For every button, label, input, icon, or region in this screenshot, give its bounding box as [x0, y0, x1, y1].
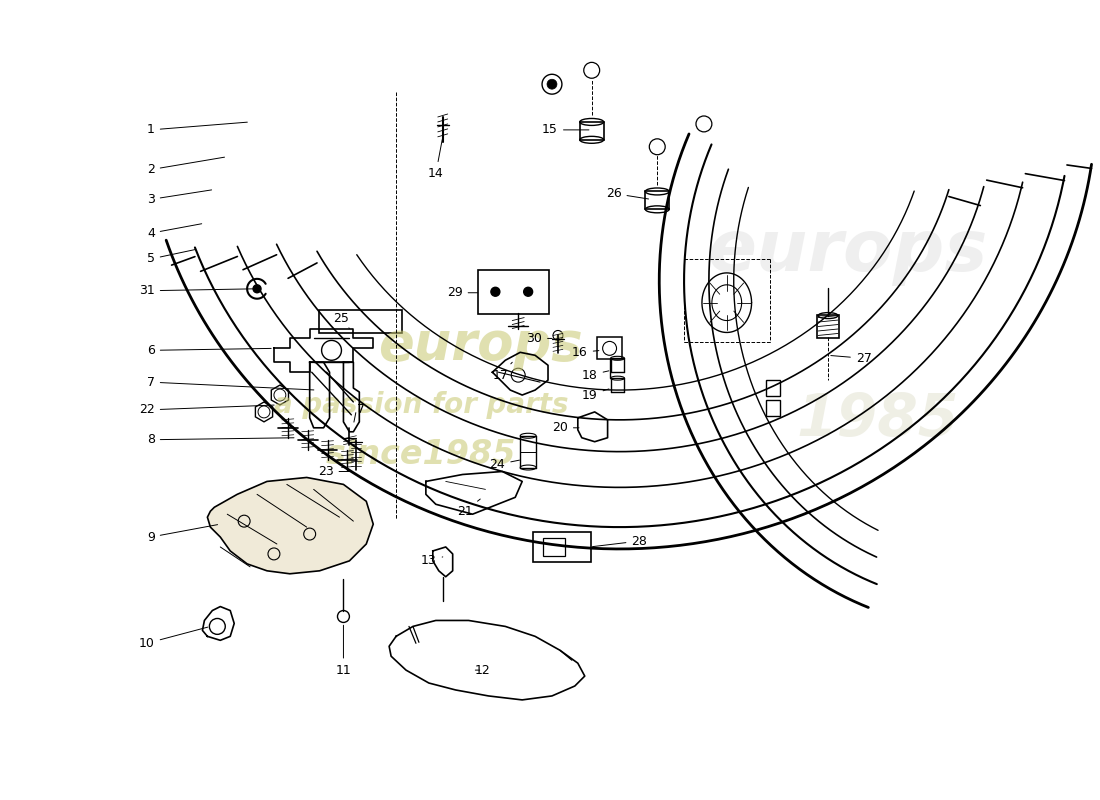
FancyBboxPatch shape [817, 314, 839, 338]
Text: 4: 4 [147, 224, 201, 240]
Text: 6: 6 [147, 344, 272, 357]
Text: 28: 28 [593, 534, 647, 547]
Text: 25: 25 [333, 312, 350, 329]
Circle shape [524, 287, 532, 296]
Circle shape [253, 285, 261, 293]
Text: 11: 11 [336, 626, 351, 677]
Text: 30: 30 [526, 332, 552, 345]
Text: 20: 20 [552, 422, 579, 434]
Text: 31: 31 [139, 284, 254, 298]
Text: 10: 10 [139, 627, 208, 650]
Text: 2: 2 [147, 157, 224, 176]
Polygon shape [272, 385, 288, 405]
Text: 15: 15 [542, 123, 588, 136]
Text: 23: 23 [318, 465, 351, 478]
Text: 9: 9 [147, 525, 218, 543]
FancyBboxPatch shape [767, 400, 780, 416]
Text: 21: 21 [456, 499, 481, 518]
Polygon shape [208, 478, 373, 574]
FancyBboxPatch shape [596, 338, 623, 359]
Text: 5: 5 [146, 250, 195, 266]
Text: 12: 12 [474, 664, 491, 677]
Text: 7: 7 [358, 403, 365, 417]
Text: 16: 16 [572, 346, 598, 359]
Text: 13: 13 [421, 554, 442, 567]
FancyBboxPatch shape [534, 532, 591, 562]
Text: 7: 7 [146, 376, 314, 390]
Text: europs: europs [707, 217, 988, 286]
Text: europs: europs [378, 319, 583, 371]
Text: 1: 1 [147, 122, 248, 136]
Text: 8: 8 [146, 434, 294, 446]
Text: 14: 14 [428, 139, 443, 180]
FancyBboxPatch shape [543, 538, 565, 556]
Text: 24: 24 [490, 458, 519, 471]
Text: 27: 27 [830, 352, 871, 365]
FancyBboxPatch shape [319, 310, 402, 334]
Circle shape [491, 287, 499, 296]
Text: 29: 29 [447, 286, 477, 299]
Text: 3: 3 [147, 190, 211, 206]
FancyBboxPatch shape [767, 380, 780, 396]
Text: 22: 22 [139, 403, 274, 417]
Circle shape [547, 79, 557, 89]
Polygon shape [255, 402, 273, 422]
Text: 17: 17 [493, 362, 513, 382]
FancyBboxPatch shape [477, 270, 549, 314]
Text: since1985: since1985 [326, 438, 516, 471]
Text: 26: 26 [606, 187, 649, 200]
Text: a passion for parts: a passion for parts [274, 391, 569, 419]
Text: 19: 19 [582, 389, 609, 402]
Text: 18: 18 [582, 369, 609, 382]
Text: 1985: 1985 [796, 391, 959, 448]
